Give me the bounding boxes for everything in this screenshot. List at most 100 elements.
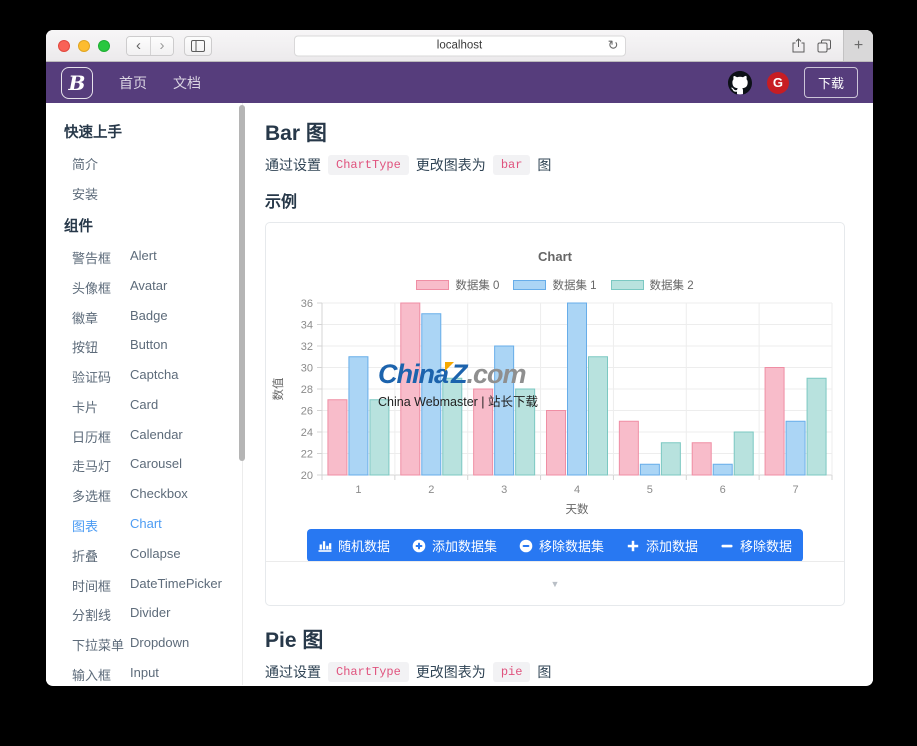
sidebar-item-label-zh: 日历框 (72, 429, 112, 445)
sidebar-item-divider[interactable]: 分割线 Divider (64, 600, 242, 630)
plus-circle-icon (412, 539, 426, 553)
close-window-icon[interactable] (58, 39, 70, 52)
demo-button-label: 移除数据集 (538, 539, 604, 554)
code-collapse-toggle[interactable]: ▼ (266, 561, 844, 605)
site-navbar: B 首页 文档 G 下载 (46, 62, 873, 103)
demo-button-label: 移除数据 (740, 539, 793, 554)
sidebar-item-calendar[interactable]: 日历框 Calendar (64, 421, 242, 451)
sidebar-scrollbar[interactable] (239, 105, 245, 461)
bar-example-heading: 示例 (265, 194, 298, 211)
nav-link-docs[interactable]: 文档 (173, 74, 201, 91)
sidebar-item-label-zh: 图表 (72, 518, 99, 534)
refresh-icon[interactable]: ↻ (607, 37, 619, 52)
traffic-lights (58, 39, 110, 52)
svg-text:26: 26 (301, 406, 313, 418)
sidebar-item-avatar[interactable]: 头像框 Avatar (64, 272, 242, 302)
desc-text: 通过设置 (265, 157, 321, 173)
history-buttons: ‹ › (126, 35, 174, 56)
sidebar-item-label-en: Divider (130, 605, 171, 621)
chart-legend: 数据集 0 数据集 1 数据集 2 (266, 277, 844, 293)
code-chip-pie: pie (492, 662, 531, 682)
sidebar-item-input[interactable]: 输入框 Input (64, 660, 242, 686)
demo-button-plus-circle[interactable]: 添加数据集 (400, 529, 508, 562)
sidebar-item-button[interactable]: 按钮 Button (64, 332, 242, 362)
sidebar-item-label-en: Alert (130, 247, 157, 263)
bar-chart-icon (318, 539, 332, 553)
sidebar-item-简介[interactable]: 简介 (64, 149, 242, 179)
legend-label: 数据集 1 (552, 280, 597, 292)
minus-circle-icon (519, 539, 533, 553)
svg-text:3: 3 (501, 484, 507, 496)
legend-item[interactable]: 数据集 1 (513, 277, 597, 293)
address-bar[interactable]: localhost ↻ (293, 35, 626, 56)
tabs-overview-icon[interactable] (811, 39, 837, 53)
bar-数据集 0-x7 (764, 367, 785, 476)
svg-text:5: 5 (647, 484, 653, 496)
sidebar-item-label-zh: 输入框 (72, 667, 112, 683)
bar-数据集 2-x5 (660, 442, 681, 476)
svg-text:4: 4 (574, 484, 580, 496)
demo-button-label: 添加数据 (646, 539, 699, 554)
github-icon[interactable] (727, 70, 752, 95)
sidebar-item-label-en: Badge (130, 307, 168, 323)
sidebar-item-label-zh: 简介 (72, 157, 99, 173)
download-button[interactable]: 下载 (803, 67, 858, 98)
demo-button-minus-circle[interactable]: 移除数据集 (507, 529, 615, 562)
minimize-window-icon[interactable] (78, 39, 90, 52)
gitee-icon[interactable]: G (766, 71, 789, 94)
legend-color-box (416, 280, 450, 290)
sidebar-item-dropdown[interactable]: 下拉菜单 Dropdown (64, 630, 242, 660)
bar-数据集 2-x1 (369, 399, 390, 476)
bar-数据集 1-x2 (421, 313, 442, 476)
sidebar-item-datetimepicker[interactable]: 时间框 DateTimePicker (64, 570, 242, 600)
code-chip-charttype: ChartType (328, 662, 409, 682)
sidebar-item-label-en: Chart (130, 515, 162, 531)
demo-button-bar-chart[interactable]: 随机数据 (306, 529, 401, 562)
sidebar-item-label-zh: 下拉菜单 (72, 638, 125, 654)
zoom-window-icon[interactable] (98, 39, 110, 52)
sidebar-item-chart[interactable]: 图表 Chart (64, 511, 242, 541)
sidebar-item-label-en: Collapse (130, 545, 181, 561)
bar-数据集 0-x2 (400, 302, 421, 476)
svg-text:22: 22 (301, 449, 313, 461)
bar-数据集 0-x6 (691, 442, 712, 476)
sidebar-item-label-zh: 验证码 (72, 370, 112, 386)
sidebar-item-label-en: Input (130, 664, 159, 680)
sidebar-item-alert[interactable]: 警告框 Alert (64, 243, 242, 273)
chevron-down-icon: ▼ (550, 578, 560, 589)
svg-text:36: 36 (301, 298, 313, 310)
forward-icon[interactable]: › (150, 36, 173, 55)
svg-text:34: 34 (301, 320, 313, 332)
demo-button-plus[interactable]: 添加数据 (615, 529, 710, 562)
sidebar-item-badge[interactable]: 徽章 Badge (64, 302, 242, 332)
sidebar-item-label-zh: 按钮 (72, 340, 99, 356)
bar-section-desc: 通过设置 ChartType 更改图表为 bar 图 (265, 155, 845, 175)
svg-text:20: 20 (301, 470, 313, 482)
chart-button-bar: 随机数据 添加数据集 移除数据集 添加数据 移除数据 (266, 529, 844, 562)
svg-text:30: 30 (301, 363, 313, 375)
back-icon[interactable]: ‹ (127, 36, 150, 55)
sidebar-item-captcha[interactable]: 验证码 Captcha (64, 362, 242, 392)
legend-item[interactable]: 数据集 0 (416, 277, 499, 293)
legend-color-box (513, 280, 547, 290)
sidebar-item-label-zh: 多选框 (72, 489, 112, 505)
nav-link-home[interactable]: 首页 (119, 74, 147, 91)
share-icon[interactable] (785, 38, 811, 53)
sidebar-item-collapse[interactable]: 折叠 Collapse (64, 540, 242, 570)
sidebar-item-card[interactable]: 卡片 Card (64, 391, 242, 421)
code-chip-bar: bar (492, 155, 531, 175)
bar-数据集 1-x5 (639, 463, 660, 476)
demo-button-minus[interactable]: 移除数据 (709, 529, 804, 562)
sidebar-item-安装[interactable]: 安装 (64, 179, 242, 209)
code-chip-charttype: ChartType (328, 155, 409, 175)
new-tab-icon[interactable]: + (843, 30, 873, 61)
bar-数据集 1-x4 (567, 302, 587, 476)
sidebar-item-checkbox[interactable]: 多选框 Checkbox (64, 481, 242, 511)
brand-logo[interactable]: B (61, 66, 93, 99)
sidebar-item-label-zh: 卡片 (72, 399, 99, 415)
demo-button-label: 添加数据集 (431, 539, 497, 554)
svg-text:7: 7 (793, 484, 799, 496)
sidebar-toggle-icon[interactable] (184, 35, 212, 56)
sidebar-item-carousel[interactable]: 走马灯 Carousel (64, 451, 242, 481)
legend-item[interactable]: 数据集 2 (610, 277, 694, 293)
